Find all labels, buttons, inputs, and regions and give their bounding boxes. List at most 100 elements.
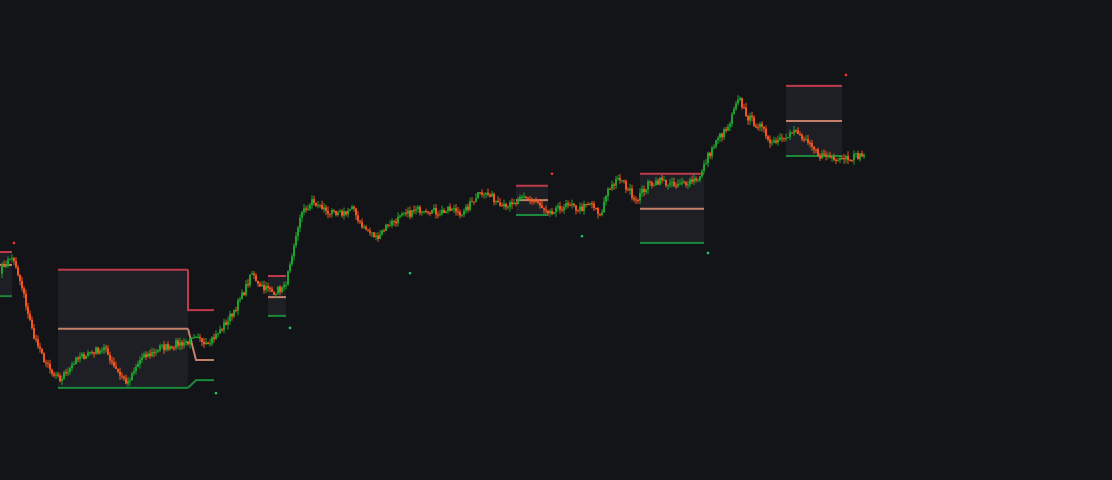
candle-body: [625, 181, 627, 190]
candle-body: [107, 348, 109, 355]
candle-body: [275, 293, 277, 295]
candle-body: [595, 207, 597, 209]
candle-body: [629, 188, 631, 191]
candle-body: [341, 210, 343, 216]
candle-body: [455, 208, 457, 212]
candle-body: [475, 198, 477, 202]
candle-body: [379, 234, 381, 240]
candle-body: [667, 184, 669, 186]
candle-body: [131, 373, 133, 381]
candle-body: [513, 202, 515, 205]
candle-body: [249, 274, 251, 286]
candle-body: [55, 374, 57, 376]
candle-body: [671, 181, 673, 183]
candle-body: [81, 354, 83, 357]
candle-body: [289, 264, 291, 272]
candle-body: [423, 211, 425, 213]
candle-body: [225, 322, 227, 325]
candle-body: [323, 207, 325, 210]
candle-body: [723, 129, 725, 138]
candle-body: [77, 357, 79, 360]
candle-body: [35, 338, 37, 340]
candle-body: [111, 360, 113, 363]
candle-body: [33, 328, 35, 339]
candle-body: [793, 130, 795, 134]
candle-body: [199, 336, 201, 339]
candle-body: [351, 206, 353, 210]
candle-body: [441, 209, 443, 214]
candle-body: [559, 206, 561, 210]
candle-body: [1, 264, 3, 274]
candle-body: [553, 212, 555, 214]
candle-body: [515, 202, 517, 205]
candle-body: [789, 132, 791, 138]
candle-body: [121, 375, 123, 377]
candle-body: [779, 137, 781, 140]
candle-body: [283, 284, 285, 288]
candle-body: [787, 137, 789, 139]
candle-body: [143, 354, 145, 358]
candle-body: [335, 211, 337, 215]
range-step-low: [187, 379, 214, 389]
candle-body: [399, 215, 401, 217]
candle-body: [725, 129, 727, 131]
range-boxes: [0, 84, 842, 389]
candle-body: [115, 366, 117, 369]
candle-body: [141, 357, 143, 360]
candle-body: [31, 319, 33, 329]
candle-body: [73, 364, 75, 366]
candle-body: [215, 334, 217, 340]
candle-body: [381, 230, 383, 235]
candle-body: [25, 293, 27, 307]
candle-body: [11, 258, 13, 260]
candle-body: [395, 221, 397, 224]
candle-body: [581, 206, 583, 212]
candle-body: [13, 258, 15, 262]
candle-body: [5, 265, 7, 268]
candle-body: [737, 99, 739, 104]
candle-body: [127, 380, 129, 384]
candle-body: [717, 137, 719, 141]
candle-body: [343, 211, 345, 216]
candle-body: [481, 192, 483, 195]
candle-body: [753, 117, 755, 126]
candle-body: [167, 344, 169, 350]
candle-body: [297, 227, 299, 237]
candle-body: [209, 343, 211, 345]
candle-body: [313, 199, 315, 203]
candle-body: [651, 182, 653, 186]
candle-body: [447, 206, 449, 211]
candle-body: [339, 210, 341, 213]
candle-body: [69, 368, 71, 372]
candle-body: [809, 142, 811, 144]
candle-body: [525, 196, 527, 198]
candle-body: [277, 286, 279, 294]
candle-body: [407, 210, 409, 214]
candle-body: [859, 153, 861, 160]
candle-body: [803, 139, 805, 141]
candle-body: [539, 202, 541, 206]
candle-body: [563, 207, 565, 211]
candle-body: [759, 123, 761, 128]
candle-body: [309, 205, 311, 209]
candle-body: [187, 341, 189, 345]
candle-body: [273, 291, 275, 295]
candle-body: [807, 139, 809, 143]
low-marker: [214, 391, 218, 395]
candle-body: [53, 373, 55, 376]
candle-body: [839, 158, 841, 161]
candle-body: [769, 139, 771, 144]
candle-body: [699, 176, 701, 180]
candle-body: [695, 178, 697, 181]
candle-body: [183, 342, 185, 346]
candle-body: [675, 185, 677, 187]
candle-body: [75, 357, 77, 365]
candle-body: [173, 347, 175, 349]
candle-body: [727, 126, 729, 131]
candle-body: [457, 211, 459, 213]
candle-body: [791, 132, 793, 134]
candle-body: [861, 153, 863, 157]
